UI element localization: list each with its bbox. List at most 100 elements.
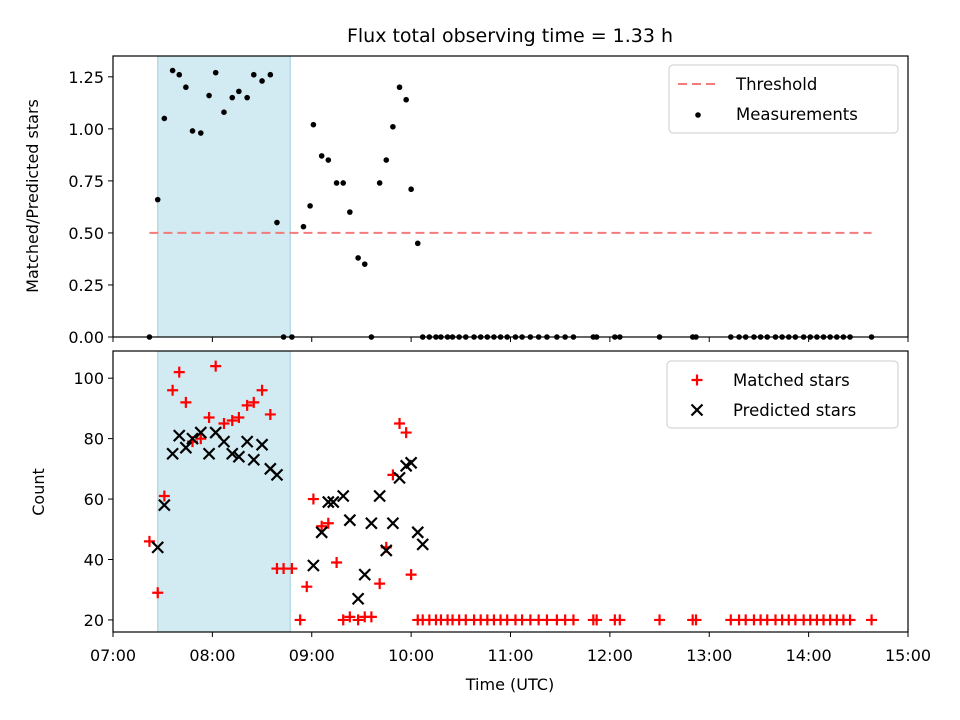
measurement-point: [383, 157, 390, 163]
measurement-point: [333, 180, 340, 186]
measurement-point: [390, 123, 396, 130]
predicted-star-marker: [343, 513, 357, 527]
measurement-point: [318, 153, 325, 159]
measurement-point: [236, 88, 242, 95]
matched-star-marker: [352, 614, 364, 626]
predicted-star-marker: [202, 447, 216, 461]
x-tick-label: 11:00: [487, 646, 533, 665]
legend-matched-swatch: [691, 374, 703, 386]
predicted-star-marker: [172, 429, 186, 442]
matched-star-marker: [866, 614, 878, 626]
legend-matched-label: Matched stars: [733, 371, 850, 390]
x-tick-label: 08:00: [189, 646, 235, 665]
y-tick-label: 0.00: [68, 328, 104, 347]
count-panel: 20 40 60 80 100 07:00 08:00 09:00 10:00 11:00 12:0…: [29, 350, 931, 694]
measurement-point: [197, 130, 204, 136]
ratio-axis-ticks: 0.00 0.25 0.50 0.75 1.00 1.25: [68, 68, 909, 347]
measurement-point: [189, 128, 196, 134]
y-tick-label: 1.00: [68, 120, 104, 139]
measurement-point: [169, 67, 176, 74]
ratio-legend: Threshold Measurements: [668, 64, 899, 134]
matched-star-marker: [374, 578, 386, 590]
predicted-star-marker: [158, 498, 171, 512]
y-tick-label: 0.75: [68, 172, 104, 191]
matched-star-marker: [256, 384, 268, 396]
predicted-star-marker: [358, 568, 372, 581]
matched-star-marker: [233, 411, 245, 423]
predicted-star-marker: [232, 450, 246, 464]
predicted-star-marker: [322, 495, 335, 509]
matched-star-marker: [400, 427, 412, 439]
x-tick-label: 07:00: [90, 646, 136, 665]
measurement-point: [347, 209, 353, 215]
count-legend: Matched stars Predicted stars: [666, 360, 899, 429]
shaded-span-top: [157, 55, 291, 338]
matched-star-markers: [143, 360, 878, 626]
ratio-panel: 0.00 0.25 0.50 0.75 1.00 1.25 Matched/Predict…: [23, 55, 909, 347]
y-tick-label: 40: [84, 550, 104, 569]
matched-star-marker: [654, 614, 666, 626]
predicted-star-marker: [225, 447, 239, 461]
measurement-point: [396, 84, 403, 91]
measurement-point: [161, 115, 168, 122]
measurement-point: [259, 78, 265, 84]
count-axis-ticks: 20 40 60 80 100 07:00 08:00 09:00 10:00 11:00 12:0…: [73, 369, 931, 665]
measurement-point: [221, 109, 227, 115]
matched-star-marker: [567, 614, 579, 626]
ratio-legend-box: [668, 64, 899, 134]
measurement-point: [267, 71, 274, 78]
matched-star-marker: [316, 520, 328, 532]
measurement-point: [376, 180, 383, 186]
x-tick-label: 13:00: [686, 646, 732, 665]
matched-star-marker: [307, 493, 319, 505]
matched-star-marker: [337, 614, 349, 626]
legend-matched-marker: [691, 374, 703, 386]
x-tick-label: 15:00: [885, 646, 931, 665]
matched-star-marker: [210, 360, 222, 372]
matched-star-marker: [203, 411, 215, 423]
measurement-point: [325, 157, 332, 163]
ratio-panel-frame: [112, 55, 909, 338]
legend-measurement-swatch: [695, 112, 701, 118]
matched-star-marker: [264, 408, 276, 420]
predicted-star-marker: [179, 441, 193, 454]
matched-star-marker: [405, 569, 417, 581]
predicted-star-marker: [151, 541, 164, 554]
predicted-star-marker: [247, 453, 261, 467]
measurement-point: [300, 223, 307, 230]
ratio-y-axis-label: Matched/Predicted stars: [23, 99, 42, 293]
matched-star-marker: [226, 414, 238, 426]
measurement-point: [307, 203, 313, 209]
matched-star-marker: [294, 614, 306, 626]
matched-star-marker: [248, 396, 260, 408]
measurement-point: [229, 94, 236, 101]
x-tick-label: 10:00: [388, 646, 434, 665]
legend-threshold-label: Threshold: [735, 75, 817, 94]
matched-star-marker: [344, 611, 356, 623]
shaded-span-bottom: [157, 350, 291, 633]
predicted-star-marker: [217, 435, 231, 448]
x-axis-label: Time (UTC): [465, 675, 554, 694]
measurement-point: [154, 196, 161, 203]
predicted-star-marker: [351, 592, 365, 606]
count-panel-frame: [112, 350, 909, 633]
predicted-star-marker: [240, 435, 254, 448]
matched-star-marker: [614, 614, 626, 626]
matched-star-marker: [844, 614, 856, 626]
predicted-star-marker: [307, 559, 320, 572]
predicted-star-marker: [166, 447, 179, 461]
measurement-point: [403, 96, 409, 103]
matched-star-marker: [322, 517, 334, 529]
matched-star-marker: [173, 366, 185, 378]
predicted-star-marker: [186, 432, 199, 445]
predicted-star-marker: [373, 489, 386, 503]
y-tick-label: 1.25: [68, 68, 104, 87]
measurement-point: [206, 92, 212, 99]
legend-predicted-marker: [690, 403, 704, 417]
matched-star-marker: [180, 396, 192, 408]
matched-star-marker: [541, 614, 553, 626]
y-tick-label: 20: [84, 611, 104, 630]
measurement-point: [212, 69, 219, 76]
y-tick-label: 60: [84, 490, 104, 509]
predicted-star-marker: [416, 538, 429, 551]
